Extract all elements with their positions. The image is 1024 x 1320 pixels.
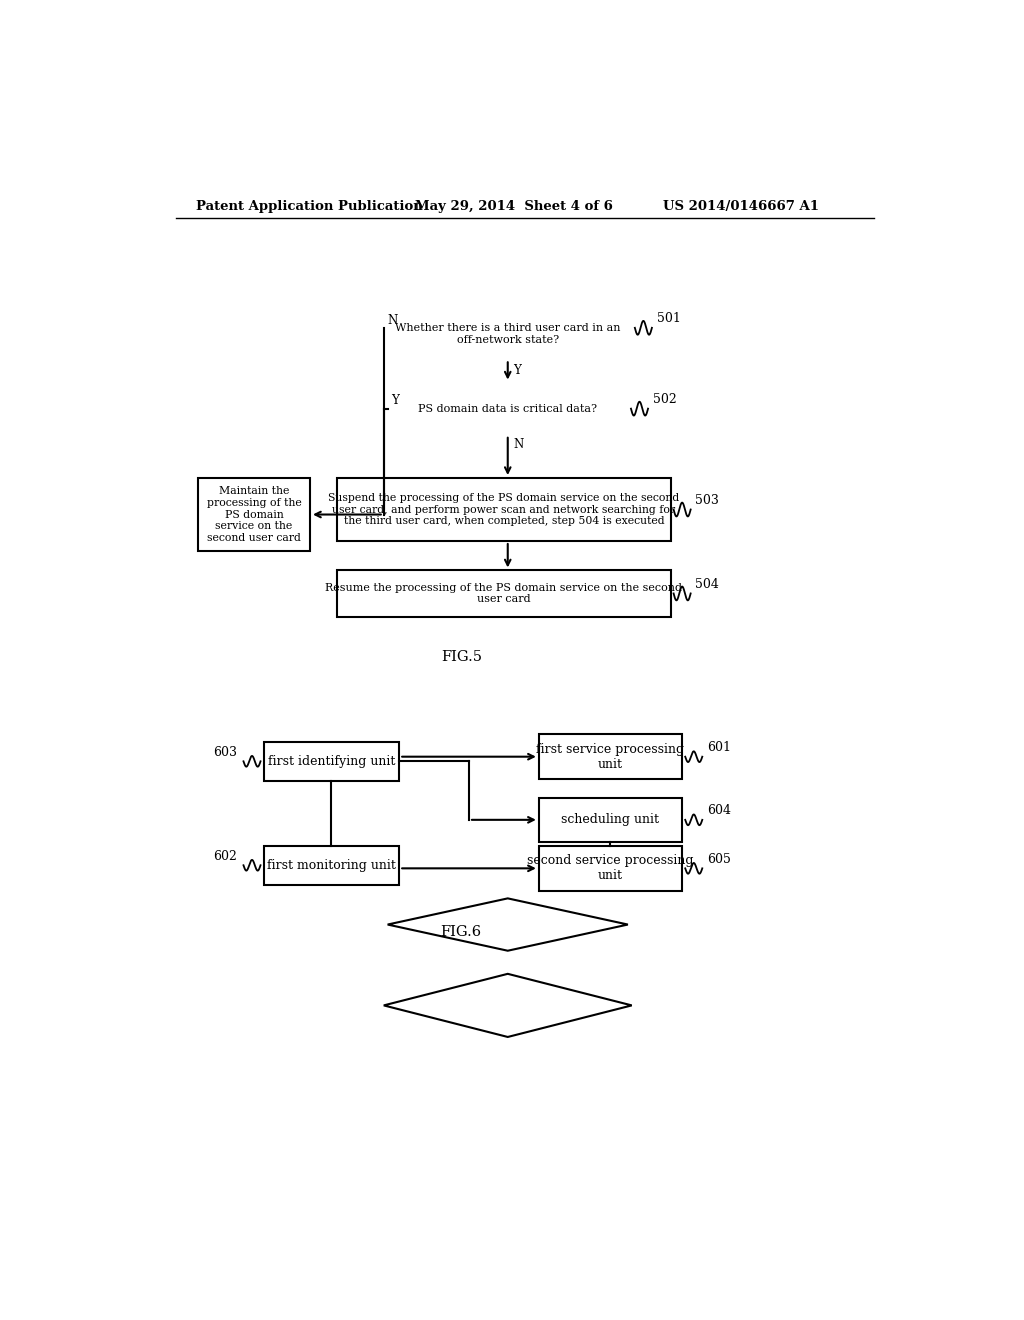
Text: N: N: [513, 437, 523, 450]
Text: 503: 503: [695, 494, 719, 507]
Text: 601: 601: [707, 741, 731, 754]
Text: second service processing
unit: second service processing unit: [527, 854, 693, 882]
FancyBboxPatch shape: [539, 797, 682, 842]
Text: Y: Y: [391, 395, 399, 408]
Text: 501: 501: [656, 312, 680, 325]
Text: FIG.6: FIG.6: [440, 925, 482, 940]
Text: scheduling unit: scheduling unit: [561, 813, 659, 826]
FancyBboxPatch shape: [337, 570, 671, 616]
Text: 603: 603: [213, 746, 238, 759]
Text: N: N: [388, 314, 398, 326]
FancyBboxPatch shape: [337, 478, 671, 541]
Text: Whether there is a third user card in an
off-network state?: Whether there is a third user card in an…: [395, 323, 621, 345]
FancyBboxPatch shape: [198, 478, 310, 552]
Text: first service processing
unit: first service processing unit: [537, 743, 684, 771]
Text: US 2014/0146667 A1: US 2014/0146667 A1: [663, 199, 819, 213]
Text: Y: Y: [513, 364, 521, 378]
Text: Suspend the processing of the PS domain service on the second
user card, and per: Suspend the processing of the PS domain …: [329, 492, 680, 527]
Text: 602: 602: [213, 850, 238, 862]
Text: 604: 604: [707, 804, 731, 817]
Text: 502: 502: [652, 393, 677, 407]
Text: 504: 504: [695, 578, 719, 591]
Text: first monitoring unit: first monitoring unit: [267, 859, 396, 871]
FancyBboxPatch shape: [263, 846, 399, 884]
Text: PS domain data is critical data?: PS domain data is critical data?: [418, 404, 597, 413]
FancyBboxPatch shape: [539, 846, 682, 891]
Text: Maintain the
processing of the
PS domain
service on the
second user card: Maintain the processing of the PS domain…: [207, 486, 301, 543]
FancyBboxPatch shape: [539, 734, 682, 779]
Text: May 29, 2014  Sheet 4 of 6: May 29, 2014 Sheet 4 of 6: [415, 199, 612, 213]
Text: FIG.5: FIG.5: [440, 651, 481, 664]
FancyBboxPatch shape: [263, 742, 399, 780]
Text: first identifying unit: first identifying unit: [267, 755, 395, 768]
Text: 605: 605: [707, 853, 731, 866]
Text: Patent Application Publication: Patent Application Publication: [197, 199, 423, 213]
Text: Resume the processing of the PS domain service on the second
user card: Resume the processing of the PS domain s…: [326, 582, 682, 605]
